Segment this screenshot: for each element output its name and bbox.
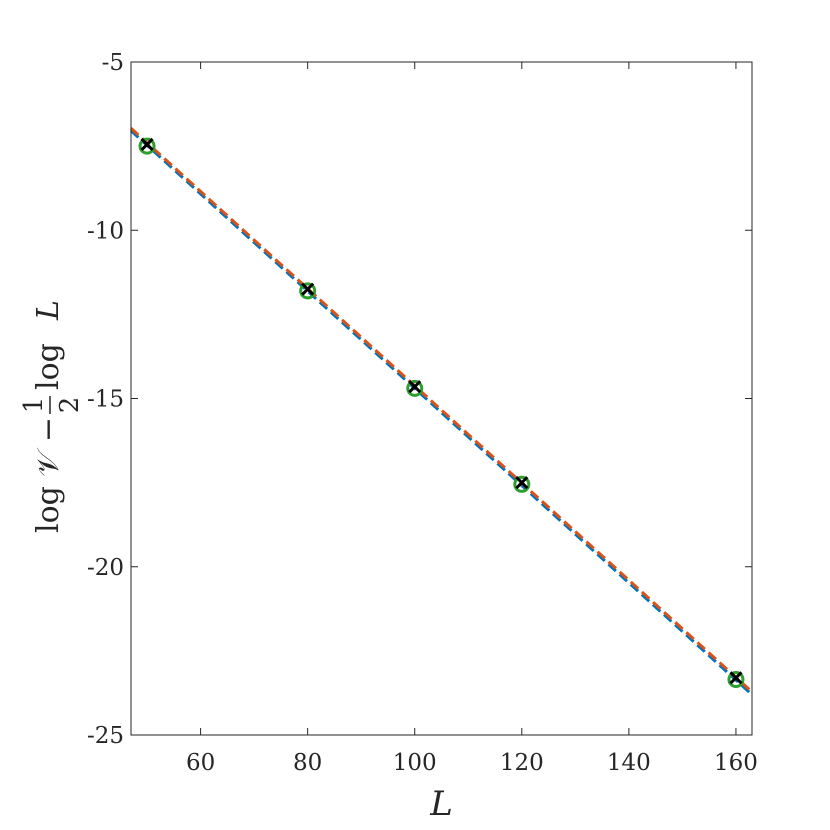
- x-marker-stroke: [140, 137, 154, 152]
- y-label-log-l: log: [31, 343, 66, 390]
- dashed-fit-line: [129, 129, 754, 696]
- x-tick-label: 80: [293, 750, 322, 776]
- y-tick-label: -20: [87, 555, 124, 581]
- y-label-l-var: L: [31, 300, 66, 321]
- fit-lines-layer: [129, 127, 754, 696]
- x-tick-label: 120: [500, 750, 544, 776]
- x-marker: [729, 671, 743, 685]
- x-marker: [140, 137, 154, 152]
- x-axis-label: L: [429, 784, 453, 824]
- y-label-frac-num: 1: [19, 397, 49, 414]
- x-marker-stroke: [408, 380, 422, 394]
- x-marker: [408, 380, 422, 394]
- x-marker-stroke: [515, 476, 529, 490]
- markers-layer: [138, 137, 745, 688]
- y-tick-label: -25: [87, 723, 124, 749]
- circle-marker: [299, 282, 317, 300]
- x-marker: [515, 476, 529, 490]
- x-marker: [301, 282, 315, 296]
- x-marker-stroke: [729, 671, 743, 685]
- x-tick-label: 100: [393, 750, 437, 776]
- y-label-log-v: log 𝒱 −: [31, 417, 66, 533]
- circle-marker: [406, 379, 424, 397]
- circle-marker: [138, 137, 156, 155]
- dashed-fit-line: [129, 127, 754, 694]
- x-tick-label: 60: [186, 750, 215, 776]
- plot-frame: [130, 61, 753, 736]
- ticks-layer: 60 80 100 120 140 160 -25 -20 -15 -10 -5: [87, 50, 758, 776]
- x-tick-label: 160: [714, 750, 758, 776]
- y-tick-label: -10: [87, 218, 124, 244]
- y-label-frac-den: 2: [55, 397, 85, 414]
- x-tick-label: 140: [607, 750, 651, 776]
- y-tick-label: -15: [87, 387, 124, 413]
- circle-marker: [513, 475, 531, 493]
- circle-marker: [727, 670, 745, 688]
- x-marker-stroke: [301, 282, 315, 296]
- y-axis-label: log 𝒱 − 1 2 log L: [19, 300, 85, 533]
- y-tick-label: -5: [102, 50, 124, 76]
